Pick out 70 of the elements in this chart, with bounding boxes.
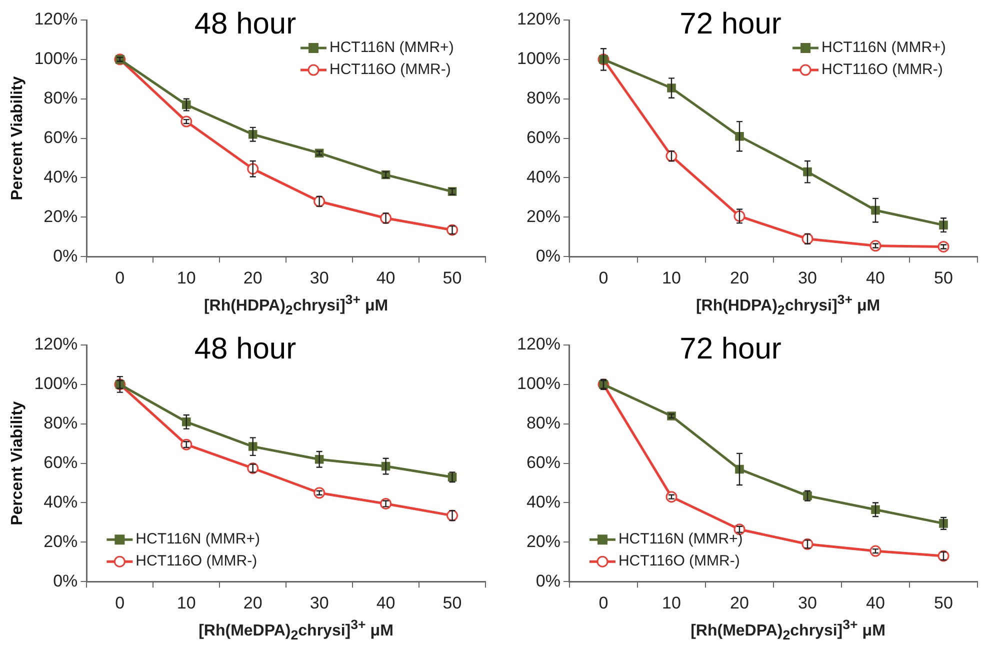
x-tick-label: 10 — [662, 268, 681, 288]
y-tick-label: 80% — [44, 88, 78, 108]
y-tick-label: 0% — [53, 246, 78, 266]
x-tick-label: 50 — [442, 268, 462, 288]
y-tick-label: 120% — [516, 10, 560, 29]
y-axis-title: Percent Viability — [9, 76, 26, 200]
y-tick-label: 40% — [526, 167, 560, 186]
legend-label: HCT116N (MMR+) — [136, 530, 260, 548]
y-tick-label: 20% — [44, 206, 78, 226]
x-tick-label: 10 — [176, 268, 196, 288]
x-tick-label: 30 — [798, 268, 817, 288]
y-tick-label: 60% — [44, 128, 78, 147]
x-tick-label: 20 — [243, 268, 262, 288]
x-tick-label: 10 — [662, 593, 681, 612]
x-axis-title: [Rh(HDPA)$_{2}$chrysi]$^{3+}$ μM — [202, 292, 390, 318]
x-tick-label: 50 — [934, 268, 953, 288]
x-tick-label: 0 — [115, 268, 125, 288]
y-tick-label: 120% — [34, 334, 78, 354]
x-axis-title: [Rh(HDPA)$_{2}$chrysi]$^{3+}$ μM — [694, 292, 882, 318]
y-tick-label: 60% — [526, 452, 560, 472]
x-tick-label: 0 — [598, 593, 608, 612]
y-tick-label: 20% — [44, 532, 78, 551]
x-tick-label: 50 — [934, 593, 953, 612]
y-tick-label: 100% — [516, 49, 560, 68]
x-tick-label: 10 — [176, 593, 196, 612]
y-tick-label: 0% — [53, 571, 78, 590]
chart-title: 48 hour — [194, 7, 296, 40]
x-tick-label: 40 — [866, 593, 885, 612]
chart-title: 72 hour — [680, 332, 782, 366]
chart-title: 48 hour — [194, 332, 296, 366]
x-tick-label: 30 — [798, 593, 817, 612]
legend-label: HCT116O (MMR-) — [618, 552, 740, 570]
legend-label: HCT116O (MMR-) — [330, 61, 451, 78]
y-tick-label: 120% — [516, 334, 560, 354]
y-tick-label: 80% — [44, 414, 78, 433]
x-tick-label: 40 — [376, 593, 396, 612]
y-tick-label: 0% — [536, 246, 560, 266]
y-tick-label: 80% — [526, 414, 560, 433]
x-tick-label: 40 — [376, 268, 396, 288]
chart-title: 72 hour — [680, 7, 782, 40]
legend-label: HCT116N (MMR+) — [618, 530, 743, 548]
legend-label: HCT116O (MMR-) — [822, 61, 943, 78]
y-tick-label: 20% — [526, 532, 560, 551]
x-tick-label: 40 — [866, 268, 885, 288]
y-tick-label: 40% — [526, 492, 560, 512]
y-tick-label: 0% — [536, 571, 560, 590]
y-tick-label: 100% — [34, 49, 78, 68]
y-tick-label: 40% — [44, 492, 78, 512]
x-tick-label: 20 — [730, 268, 749, 288]
x-tick-label: 20 — [243, 593, 262, 612]
y-tick-label: 80% — [526, 88, 560, 108]
x-tick-label: 20 — [730, 593, 749, 612]
legend-label: HCT116N (MMR+) — [330, 39, 454, 56]
x-tick-label: 0 — [115, 593, 125, 612]
legend-label: HCT116N (MMR+) — [822, 39, 946, 56]
x-tick-label: 30 — [310, 268, 329, 288]
x-axis-title: [Rh(MeDPA)$_{2}$chrysi]$^{3+}$ μM — [198, 617, 394, 643]
x-tick-label: 50 — [442, 593, 462, 612]
y-axis-title: Percent Viability — [9, 401, 26, 526]
y-tick-label: 20% — [526, 206, 560, 226]
y-tick-label: 100% — [516, 374, 560, 394]
y-tick-label: 60% — [44, 452, 78, 472]
x-tick-label: 0 — [598, 268, 608, 288]
legend-label: HCT116O (MMR-) — [136, 552, 258, 570]
y-tick-label: 120% — [34, 10, 78, 29]
y-tick-label: 40% — [44, 167, 78, 186]
y-tick-label: 100% — [34, 374, 78, 394]
x-tick-label: 30 — [310, 593, 329, 612]
x-axis-title: [Rh(MeDPA)$_{2}$chrysi]$^{3+}$ μM — [690, 617, 886, 643]
y-tick-label: 60% — [526, 128, 560, 147]
